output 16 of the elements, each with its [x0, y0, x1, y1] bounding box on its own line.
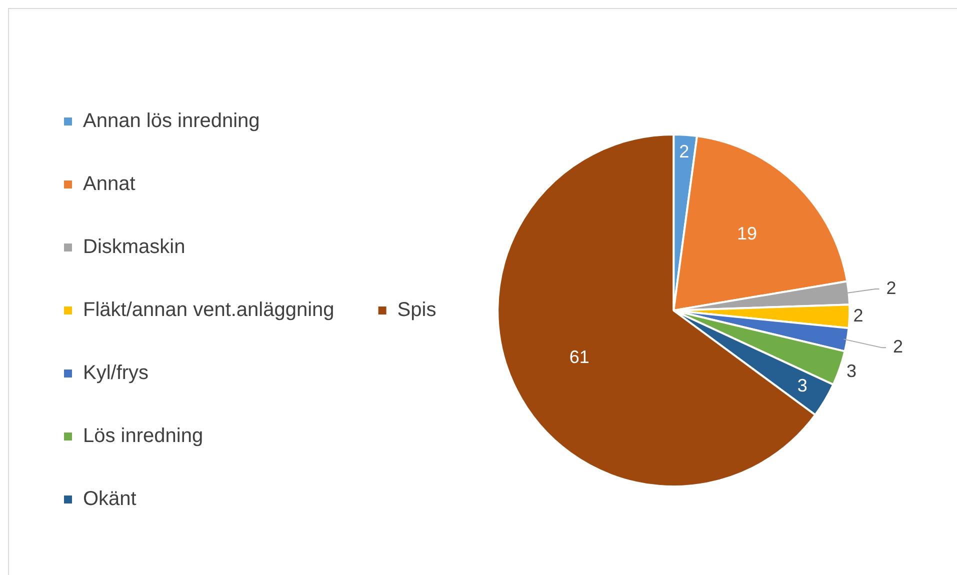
- data-label: 3: [797, 376, 808, 396]
- data-label: 61: [569, 347, 590, 368]
- legend-label: Fläkt/annan vent.anläggning: [83, 299, 334, 322]
- legend-label: Annan lös inredning: [83, 110, 260, 132]
- data-label: 2: [886, 278, 896, 298]
- data-label: 19: [737, 224, 758, 244]
- data-label: 2: [679, 141, 690, 162]
- data-label: 3: [846, 361, 857, 382]
- data-label: 2: [893, 336, 904, 357]
- data-label: 2: [853, 306, 864, 326]
- legend-label: Annat: [83, 173, 136, 196]
- legend-label: Spis: [397, 299, 436, 322]
- legend-label: Okänt: [83, 488, 137, 510]
- legend-label: Lös inredning: [83, 425, 204, 448]
- legend-label: Kyl/frys: [83, 362, 149, 384]
- legend-label: Diskmaskin: [83, 236, 186, 258]
